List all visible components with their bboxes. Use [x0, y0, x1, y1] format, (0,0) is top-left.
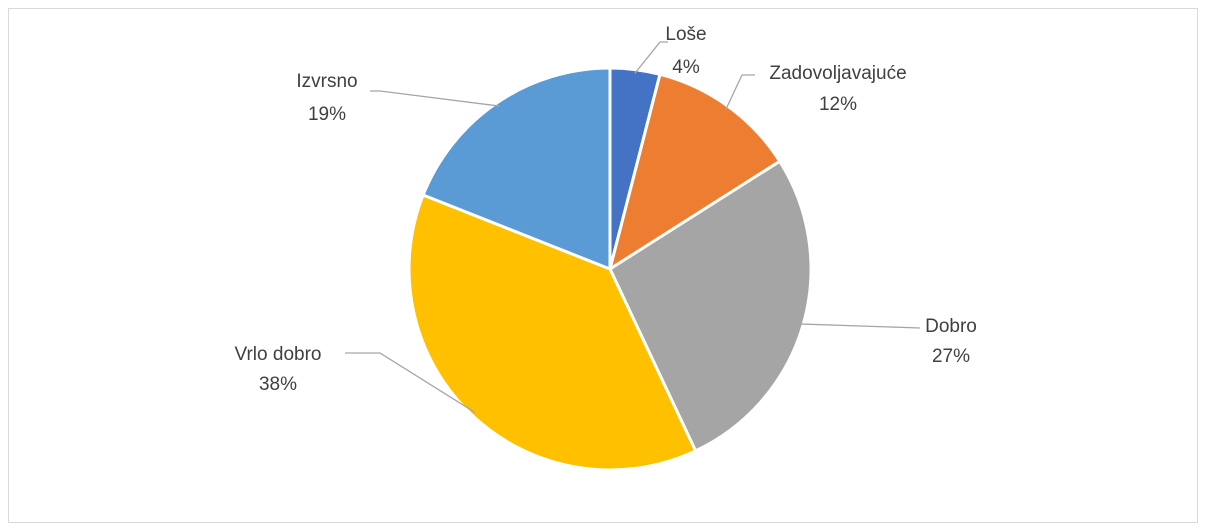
leader-line	[799, 323, 921, 329]
leader-line	[725, 74, 755, 110]
slice-value-label: 4%	[672, 57, 700, 78]
slice-label: Zadovoljavajuće	[769, 63, 906, 84]
leader-line	[370, 90, 500, 107]
slice-value-label: 27%	[932, 346, 970, 367]
pie-slice	[608, 159, 813, 453]
slice-label: Vrlo dobro	[235, 344, 322, 365]
pie-slice	[607, 72, 782, 273]
leader-line	[634, 41, 668, 74]
slice-value-label: 38%	[259, 374, 297, 395]
slice-label: Dobro	[925, 316, 977, 337]
pie-slice	[407, 193, 698, 472]
slice-value-label: 19%	[308, 104, 346, 125]
leader-line	[345, 352, 476, 414]
slice-value-label: 12%	[819, 94, 857, 115]
slice-label: Izvrsno	[296, 71, 357, 92]
pie-slice	[421, 66, 612, 272]
slice-label: Loše	[665, 24, 706, 45]
